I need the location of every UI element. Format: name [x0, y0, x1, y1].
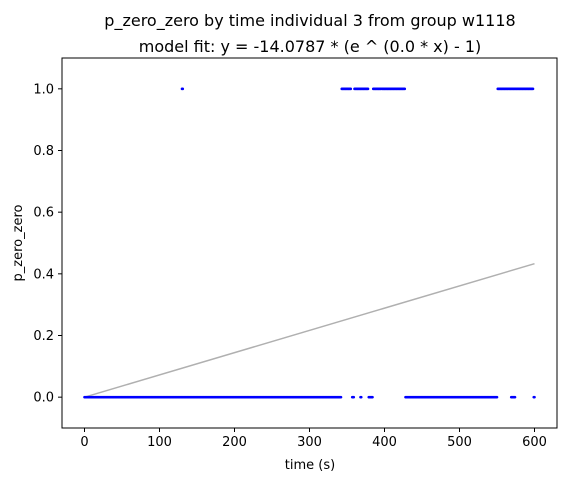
x-tick-label: 600 — [522, 435, 547, 450]
data-point — [495, 395, 499, 399]
data-point — [359, 395, 363, 399]
x-tick-label: 300 — [297, 435, 322, 450]
data-point — [531, 87, 535, 91]
data-point — [349, 87, 353, 91]
chart-title: p_zero_zero by time individual 3 from gr… — [104, 11, 515, 31]
axes-frame — [61, 57, 558, 429]
x-tick-label: 100 — [147, 435, 172, 450]
y-tick-label: 0.8 — [33, 144, 54, 159]
x-axis: 0 100 200 300 400 500 600 — [80, 428, 547, 450]
fit-line — [84, 262, 535, 398]
x-tick-label: 400 — [372, 435, 397, 450]
x-tick-label: 0 — [80, 435, 88, 450]
y-axis: 0.0 0.2 0.4 0.6 0.8 1.0 — [33, 82, 62, 406]
data-point — [181, 87, 185, 91]
y-tick-label: 0.0 — [33, 391, 54, 406]
data-point — [533, 395, 536, 399]
data-point — [513, 395, 517, 399]
y-tick-label: 0.6 — [33, 206, 54, 221]
data-point — [366, 87, 370, 91]
y-tick-label: 1.0 — [33, 82, 54, 97]
data-point — [352, 395, 356, 399]
data-point — [403, 87, 407, 91]
y-axis-label: p_zero_zero — [11, 204, 26, 281]
y-tick-label: 0.2 — [33, 329, 54, 344]
x-tick-label: 500 — [447, 435, 472, 450]
x-axis-label: time (s) — [285, 458, 335, 473]
plot-area — [83, 87, 536, 399]
chart-subtitle: model fit: y = -14.0787 * (e ^ (0.0 * x)… — [139, 37, 482, 56]
data-point — [371, 395, 374, 399]
data-point — [339, 395, 343, 399]
x-tick-label: 200 — [222, 435, 247, 450]
y-tick-label: 0.4 — [33, 267, 54, 282]
